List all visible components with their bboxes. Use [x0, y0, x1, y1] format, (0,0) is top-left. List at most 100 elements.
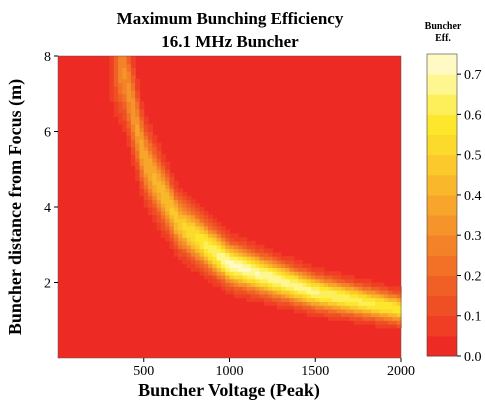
heatmap-cell	[392, 290, 398, 295]
heatmap-cell	[319, 297, 325, 302]
heatmap-cell	[139, 184, 145, 189]
heatmap-cell	[280, 282, 286, 287]
heatmap-cell	[229, 237, 235, 242]
heatmap-cell	[156, 210, 162, 216]
heatmap-cell	[268, 271, 273, 276]
heatmap-cell	[152, 165, 158, 170]
heatmap-cell	[203, 263, 209, 268]
heatmap-cell	[156, 169, 162, 174]
heatmap-cell	[122, 78, 128, 84]
heatmap-cell	[165, 222, 171, 227]
heatmap-cell	[388, 301, 394, 306]
heatmap-cell	[173, 180, 179, 185]
heatmap-cell	[358, 278, 364, 284]
heatmap-cell	[156, 218, 162, 223]
colorbar-tick-label: 0.5	[464, 149, 482, 164]
heatmap-cell	[328, 308, 333, 314]
heatmap-cell	[306, 274, 312, 280]
heatmap-cell	[190, 252, 196, 257]
heatmap-cell	[139, 180, 145, 185]
heatmap-cell	[199, 237, 205, 242]
heatmap-cell	[272, 271, 278, 276]
heatmap-cell	[165, 165, 171, 170]
heatmap-cell	[208, 267, 213, 272]
heatmap-cell	[208, 222, 213, 227]
heatmap-cell	[383, 297, 389, 302]
heatmap-cell	[216, 278, 222, 284]
heatmap-cell	[280, 286, 286, 291]
heatmap-cell	[340, 308, 346, 314]
heatmap-cell	[375, 305, 381, 310]
heatmap-cell	[182, 240, 188, 246]
heatmap-cell	[178, 199, 183, 204]
heatmap-cell	[208, 271, 213, 276]
heatmap-cell	[225, 248, 231, 253]
heatmap-cell	[306, 293, 312, 299]
heatmap-cell	[122, 67, 128, 72]
heatmap-cell	[242, 252, 248, 257]
heatmap-cell	[152, 191, 158, 197]
heatmap-cell	[195, 214, 201, 219]
heatmap-cell	[186, 229, 192, 235]
heatmap-cell	[199, 218, 205, 223]
heatmap-cell	[130, 97, 136, 102]
heatmap-cell	[340, 286, 346, 291]
colorbar-segment	[427, 54, 457, 75]
heatmap-cell	[225, 233, 231, 238]
heatmap-cell	[165, 210, 171, 216]
heatmap-cell	[233, 248, 239, 253]
heatmap-cell	[370, 286, 376, 291]
heatmap-cell	[109, 59, 115, 65]
heatmap-cell	[165, 180, 171, 185]
heatmap-cell	[169, 210, 175, 216]
heatmap-cell	[392, 316, 398, 321]
heatmap-cell	[396, 312, 402, 318]
heatmap-cell	[156, 203, 162, 208]
heatmap-cell	[263, 256, 269, 261]
heatmap-cell	[250, 240, 256, 246]
heatmap-cell	[276, 256, 282, 261]
heatmap-cell	[306, 297, 312, 302]
heatmap-cell	[293, 267, 299, 272]
heatmap-cell	[272, 301, 278, 306]
heatmap-cell	[109, 97, 115, 102]
heatmap-cell	[319, 312, 325, 318]
heatmap-cell	[392, 324, 398, 329]
heatmap-cell	[396, 290, 402, 295]
heatmap-cells	[58, 56, 402, 358]
heatmap-cell	[255, 263, 261, 268]
heatmap-cell	[259, 248, 265, 253]
heatmap-cell	[225, 282, 231, 287]
heatmap-cell	[152, 135, 158, 140]
heatmap-cell	[130, 146, 136, 151]
heatmap-cell	[216, 222, 222, 227]
heatmap-cell	[246, 278, 252, 284]
heatmap-cell	[392, 308, 398, 314]
heatmap-cell	[220, 233, 226, 238]
heatmap-cell	[169, 173, 175, 178]
heatmap-cell	[216, 244, 222, 250]
heatmap-cell	[263, 274, 269, 280]
heatmap-cell	[315, 293, 321, 299]
heatmap-cell	[178, 207, 183, 212]
heatmap-cell	[289, 297, 295, 302]
heatmap-cell	[178, 225, 183, 231]
heatmap-cell	[220, 248, 226, 253]
heatmap-cell	[160, 169, 166, 174]
heatmap-cell	[148, 191, 153, 197]
heatmap-cell	[268, 282, 273, 287]
heatmap-cell	[195, 244, 201, 250]
heatmap-cell	[139, 142, 145, 148]
heatmap-cell	[276, 282, 282, 287]
heatmap-cell	[280, 267, 286, 272]
heatmap-cell	[139, 165, 145, 170]
heatmap-cell	[113, 63, 119, 68]
heatmap-cell	[225, 263, 231, 268]
heatmap-cell	[156, 161, 162, 167]
colorbar-tick-label: 0.7	[464, 68, 482, 83]
heatmap-cell	[113, 101, 119, 106]
heatmap-cell	[135, 78, 141, 84]
heatmap-cell	[122, 112, 128, 117]
heatmap-cell	[152, 169, 158, 174]
heatmap-cell	[242, 240, 248, 246]
